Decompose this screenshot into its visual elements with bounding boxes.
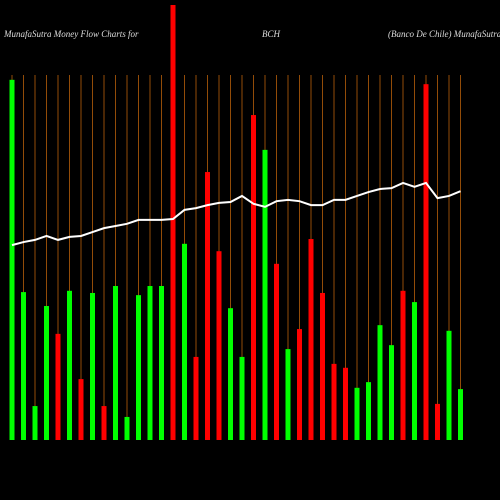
bar	[412, 302, 417, 440]
bar	[124, 416, 130, 440]
bar	[78, 379, 84, 440]
line	[11, 181, 461, 247]
bar	[446, 330, 452, 440]
subtitle: (Banco De Chile) MunafaSutra.com	[388, 29, 500, 39]
bar	[55, 333, 61, 440]
bar	[239, 356, 245, 440]
bar	[44, 306, 49, 440]
bar	[159, 286, 164, 440]
bar	[423, 84, 429, 441]
bar	[435, 403, 440, 440]
bar	[400, 290, 406, 440]
bar	[377, 325, 383, 440]
bar	[228, 308, 233, 440]
ticker: BCH	[262, 29, 281, 39]
bar	[274, 263, 279, 440]
chart-title: MunafaSutra Money Flow Charts for	[3, 29, 139, 39]
bar	[113, 286, 118, 440]
bar	[458, 389, 463, 440]
bar	[32, 406, 38, 440]
bar	[9, 79, 15, 440]
bar	[285, 349, 291, 440]
bar	[147, 286, 153, 440]
bar	[262, 149, 268, 441]
bar	[251, 115, 256, 441]
bar	[366, 382, 371, 440]
bar	[205, 172, 210, 441]
bar	[193, 356, 199, 440]
bar	[389, 345, 394, 440]
bar	[170, 5, 176, 440]
bar	[308, 239, 314, 440]
bar	[90, 292, 95, 440]
bar	[216, 251, 222, 440]
bar	[297, 329, 302, 440]
bar	[67, 290, 72, 440]
bar	[101, 406, 107, 440]
bar	[182, 243, 187, 440]
bar	[354, 387, 360, 440]
bar	[320, 292, 325, 440]
bar	[21, 292, 26, 440]
bar	[331, 363, 337, 440]
bar	[343, 367, 348, 440]
bar	[136, 295, 141, 440]
